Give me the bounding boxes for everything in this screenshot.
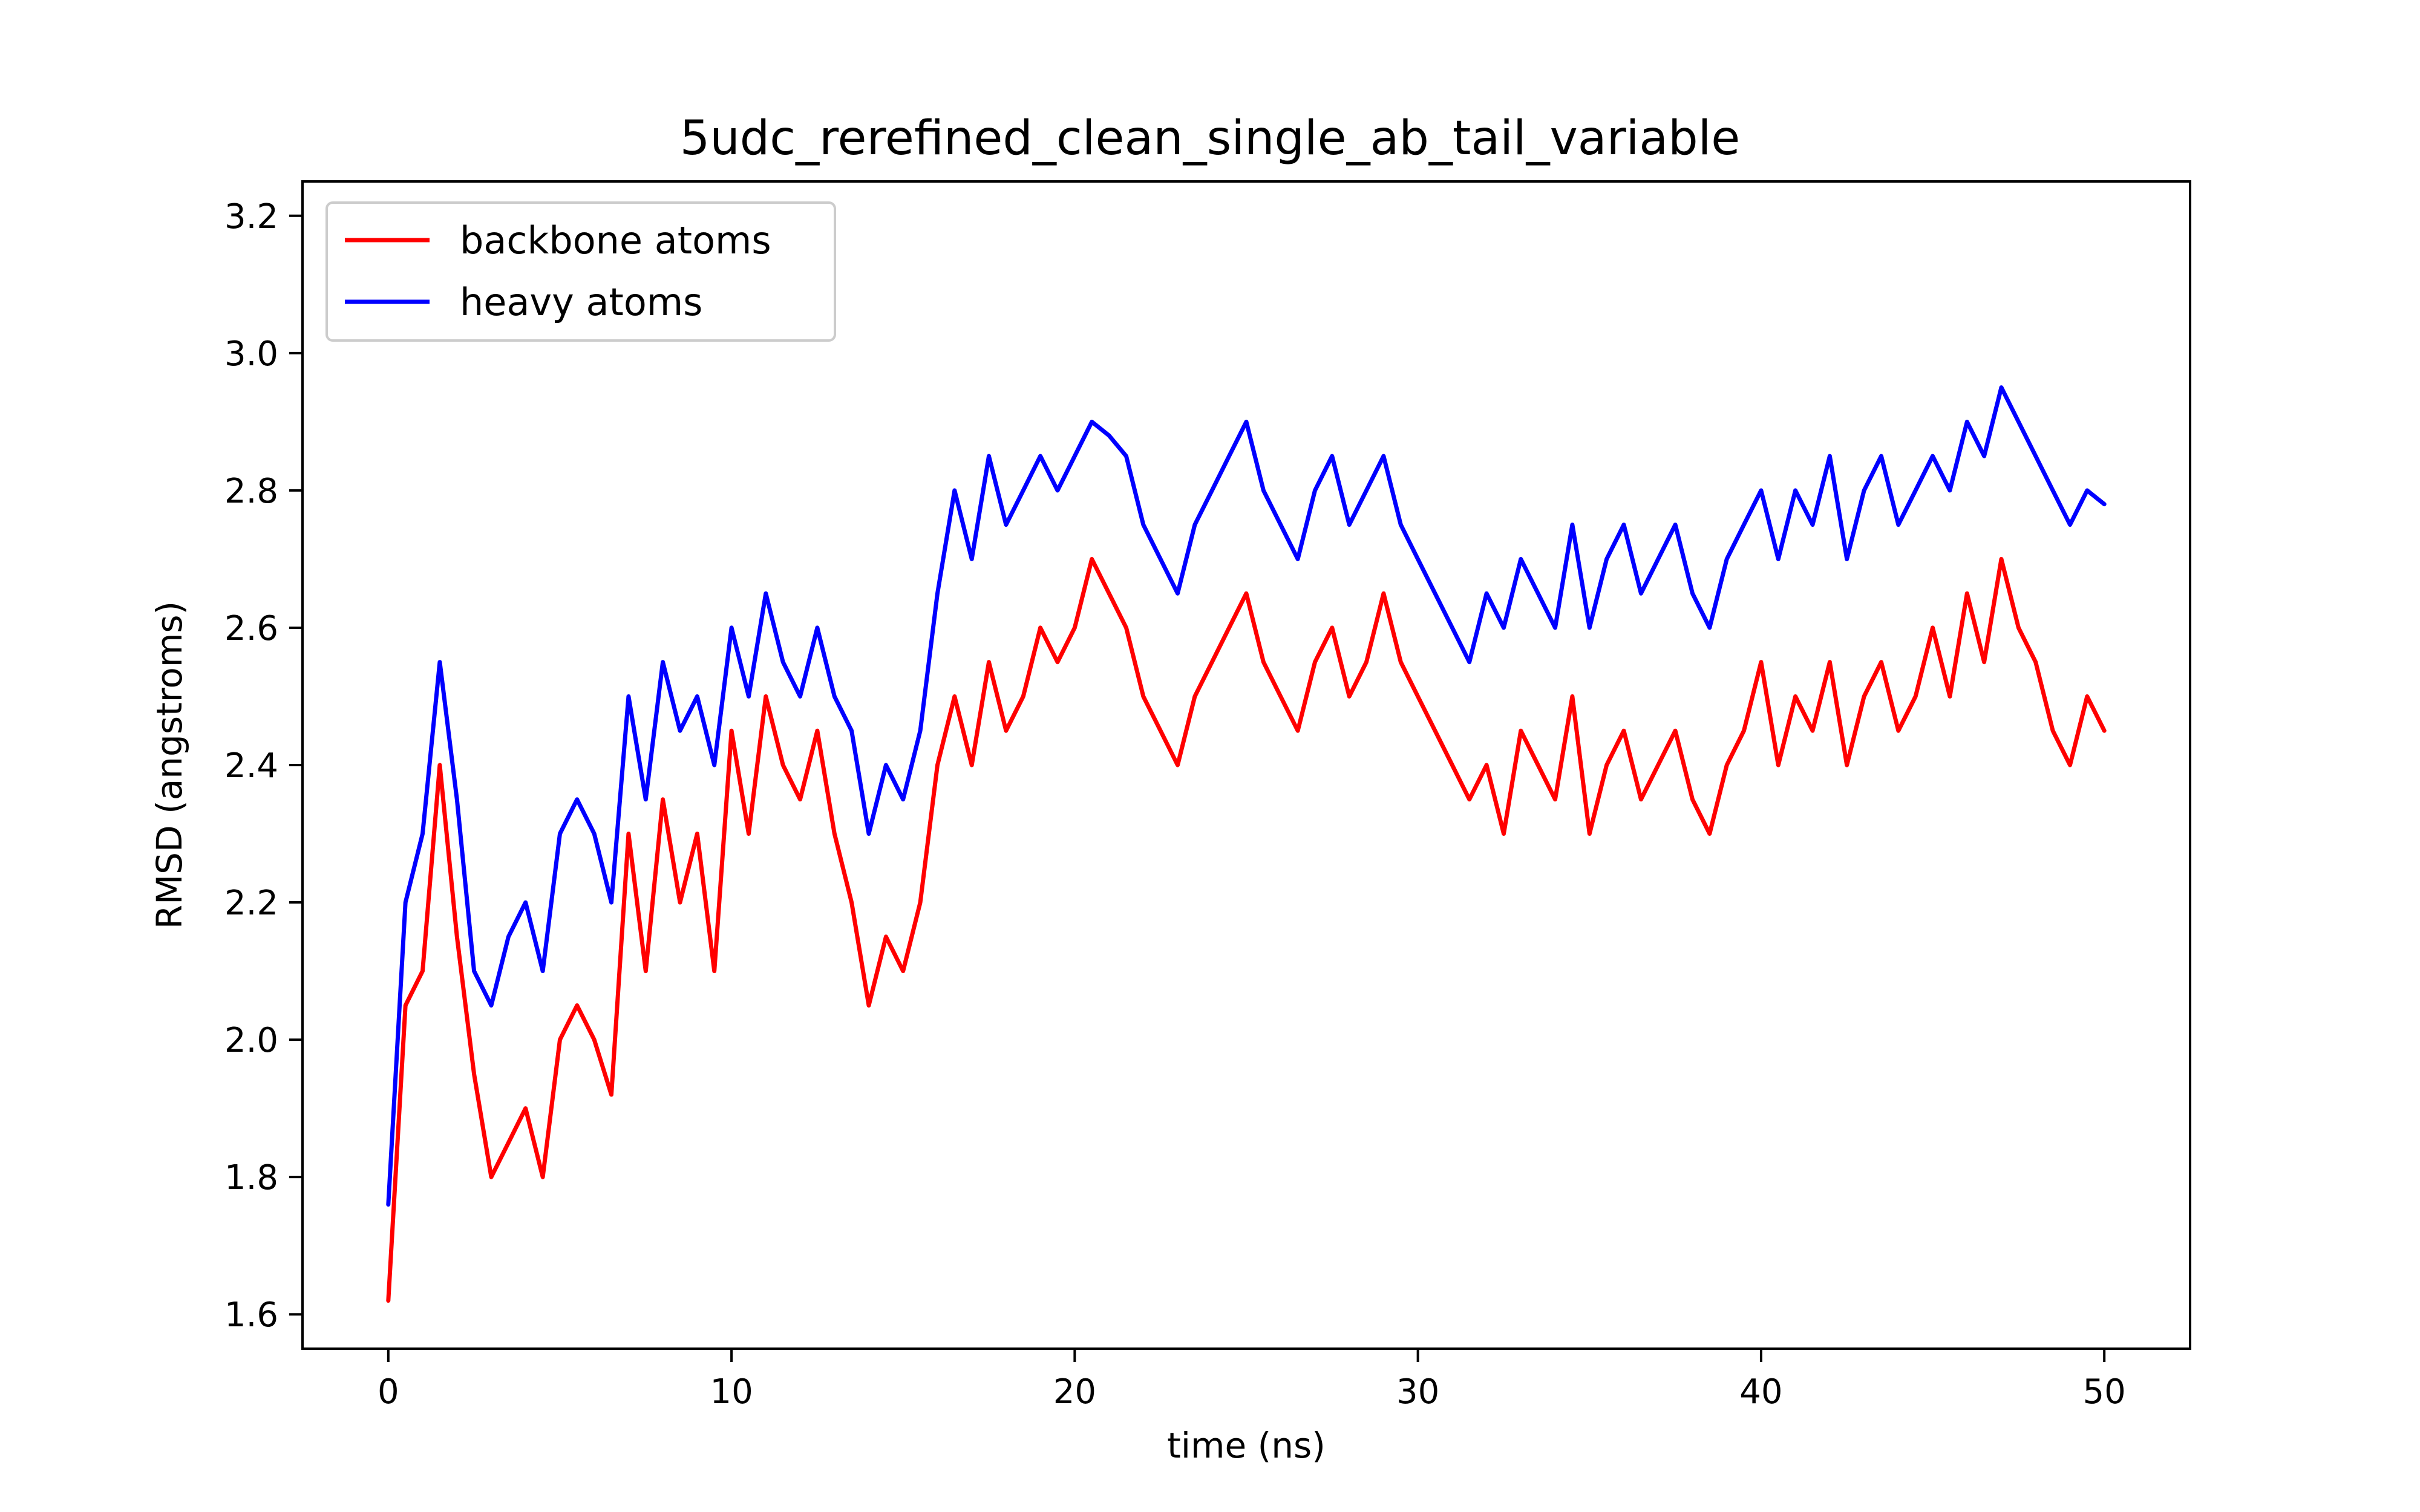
legend-label: heavy atoms	[460, 280, 702, 324]
y-tick-label: 3.0	[224, 334, 278, 374]
x-axis: 0 10 20 30 40 50	[378, 1349, 2126, 1412]
y-tick-label: 2.4	[224, 746, 278, 786]
y-tick-label: 2.0	[224, 1021, 278, 1060]
y-tick-label: 1.8	[224, 1158, 278, 1198]
x-tick-label: 50	[2083, 1372, 2126, 1412]
legend: backbone atoms heavy atoms	[325, 201, 836, 342]
series-line-backbone	[386, 556, 2107, 1303]
y-axis: 1.6 1.8 2.0 2.2 2.4 2.6 2.8 3.0 3.2	[224, 197, 302, 1335]
y-tick-label: 3.2	[224, 197, 278, 236]
x-tick-label: 0	[378, 1372, 399, 1412]
x-tick-label: 20	[1053, 1372, 1096, 1412]
legend-box	[325, 201, 836, 342]
y-tick-label: 2.8	[224, 472, 278, 511]
legend-label: backbone atoms	[460, 218, 771, 262]
x-tick-label: 40	[1739, 1372, 1782, 1412]
y-tick-label: 2.6	[224, 609, 278, 648]
x-axis-label: time (ns)	[1167, 1425, 1326, 1466]
y-axis-label: RMSD (angstroms)	[149, 601, 190, 929]
series-layer	[386, 385, 2107, 1303]
x-tick-label: 30	[1396, 1372, 1439, 1412]
chart-title: 5udc_rerefined_clean_single_ab_tail_vari…	[680, 111, 1741, 166]
x-tick-label: 10	[710, 1372, 753, 1412]
y-tick-label: 2.2	[224, 884, 278, 923]
series-line-heavy	[386, 385, 2107, 1207]
y-tick-label: 1.6	[224, 1295, 278, 1335]
